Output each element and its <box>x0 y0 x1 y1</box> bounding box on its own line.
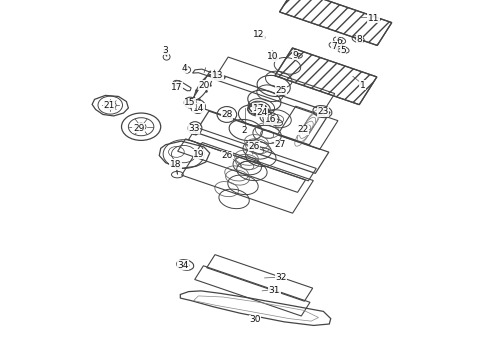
Text: 3: 3 <box>163 46 169 55</box>
Text: 7: 7 <box>331 42 337 51</box>
Text: 29: 29 <box>133 124 145 133</box>
Text: 6: 6 <box>336 37 342 46</box>
Text: 17: 17 <box>253 104 265 113</box>
Text: 10: 10 <box>267 52 278 61</box>
Text: 9: 9 <box>292 51 298 60</box>
Text: 16: 16 <box>265 115 276 125</box>
Text: 20: 20 <box>198 81 210 90</box>
Text: 23: 23 <box>317 107 329 116</box>
Text: 34: 34 <box>177 261 189 270</box>
Text: 5: 5 <box>340 46 346 55</box>
Text: 27: 27 <box>274 140 286 149</box>
Text: 8: 8 <box>356 35 362 44</box>
Text: 25: 25 <box>275 86 287 95</box>
Text: 17: 17 <box>171 83 182 92</box>
Text: 33: 33 <box>188 125 200 134</box>
Text: 19: 19 <box>193 150 205 159</box>
Text: 2: 2 <box>241 126 247 135</box>
Text: 12: 12 <box>253 31 265 40</box>
Text: 31: 31 <box>269 286 280 294</box>
Text: 13: 13 <box>212 71 223 80</box>
Text: 11: 11 <box>368 14 379 23</box>
Text: 32: 32 <box>275 274 287 282</box>
Text: 30: 30 <box>249 315 261 324</box>
Text: 26: 26 <box>221 152 233 161</box>
Text: 24: 24 <box>257 108 268 117</box>
Text: 28: 28 <box>221 110 233 119</box>
Text: 15: 15 <box>184 98 196 107</box>
Text: 1: 1 <box>360 81 366 90</box>
Text: 18: 18 <box>170 160 181 169</box>
Text: 4: 4 <box>181 64 187 73</box>
Text: 26: 26 <box>248 142 260 151</box>
Text: 22: 22 <box>297 125 308 134</box>
Text: 21: 21 <box>103 101 115 110</box>
Text: 14: 14 <box>193 104 204 113</box>
